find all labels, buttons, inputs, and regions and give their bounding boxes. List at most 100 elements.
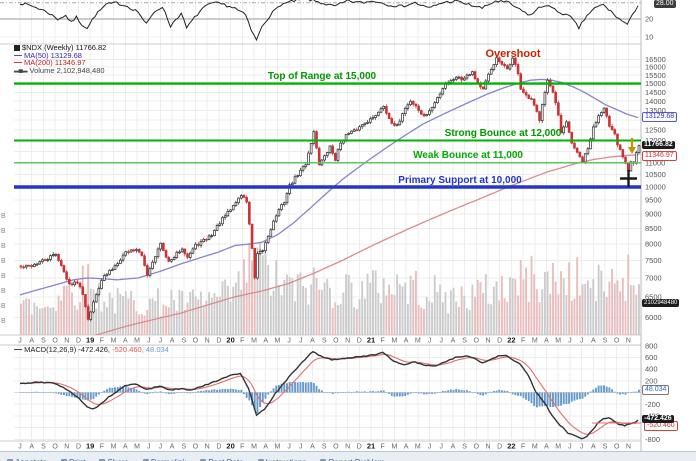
x-axis-label: A (451, 444, 456, 451)
x-axis-label: A (544, 338, 549, 345)
x-axis-label: N (345, 444, 350, 451)
x-axis-label: A (451, 338, 456, 345)
top-indicator-pane (0, 0, 641, 42)
macd-line-icon: — (14, 345, 22, 354)
x-axis-label: A (170, 444, 175, 451)
x-axis-label: F (240, 444, 244, 451)
x-axis-label: J (428, 338, 432, 345)
macd-axis-label: 200 (645, 376, 658, 385)
toolbar-link-share[interactable]: Share (99, 458, 129, 461)
x-axis-label: A (123, 338, 128, 345)
x-axis-label: O (614, 338, 620, 345)
macd-axis-label: 800 (645, 341, 658, 350)
x-axis-label: J (568, 444, 572, 451)
price-pane (14, 55, 641, 335)
x-axis-label: S (181, 444, 186, 451)
legend-volume: Volume 2,102,948,480 (29, 65, 105, 75)
macd-axis-label: 600 (645, 353, 658, 362)
left-axis-partial-label: B (1, 318, 6, 325)
macd-axis-label: -200 (645, 400, 660, 409)
x-axis-label: M (415, 338, 421, 345)
x-axis-label: A (29, 338, 34, 345)
x-axis-label: 20 (226, 442, 234, 451)
x-axis-label: 20 (226, 336, 234, 345)
toolbar-link-annotate[interactable]: Annotate (7, 458, 47, 461)
macd-value-badge: -472.426 (642, 415, 674, 423)
bottom-toolbar: Annotate Print Share Permalink Past Data Inst… (0, 451, 696, 461)
toolbar-link-permalink[interactable]: Permalink (142, 458, 186, 461)
volume-badge: 2102948480 (642, 299, 680, 307)
macd-axis-label: 400 (645, 365, 658, 374)
x-axis-label: S (181, 338, 186, 345)
x-axis-label: A (123, 444, 128, 451)
toolbar-link-past-data[interactable]: Past Data (200, 458, 244, 461)
x-axis-label: N (64, 338, 69, 345)
x-axis-label: M (134, 444, 140, 451)
x-axis-label: A (544, 444, 549, 451)
macd-legend-signal: -520.460, (112, 345, 144, 354)
x-axis-label: F (100, 444, 104, 451)
x-axis-label: A (263, 338, 268, 345)
price-axis-label: 13500 (645, 106, 666, 115)
x-axis-label: J (18, 444, 22, 451)
ma50-line-icon: — (14, 50, 22, 60)
last-price-badge: 11766.82 (642, 141, 675, 149)
legend-symbol: $NDX (Weekly) 11766.82 (22, 43, 107, 52)
x-axis-label: 22 (507, 336, 515, 345)
x-axis-label: A (310, 338, 315, 345)
x-axis-label: A (310, 444, 315, 451)
x-axis-label: O (333, 338, 339, 345)
price-axis-label: 8500 (645, 224, 662, 233)
toolbar-link-report-problem[interactable]: Report Problem (320, 458, 385, 461)
toolbar-link-instructions[interactable]: Instructions (257, 458, 306, 461)
toolbar-link-icon (99, 459, 106, 461)
price-axis-label: 6500 (645, 292, 662, 301)
x-axis-label: M (111, 444, 117, 451)
x-axis-label: J (147, 444, 151, 451)
x-axis-label: N (485, 338, 490, 345)
macd-pane (19, 350, 640, 440)
x-axis-label: J (287, 338, 291, 345)
toolbar-link-icon (7, 459, 13, 461)
price-axis-label: 6000 (645, 313, 662, 322)
top-axis-label: 20 (645, 15, 653, 24)
top-axis-label: 10 (645, 33, 653, 42)
price-axis-label: 14000 (645, 97, 666, 106)
x-axis-label: 19 (86, 336, 94, 345)
price-axis-label: 9000 (645, 210, 662, 219)
x-axis-label: M (415, 444, 421, 451)
candles-series (19, 55, 641, 322)
down-arrow-marker (628, 138, 636, 154)
chart-legend: $NDX (Weekly) 11766.82 — MA(50) 13129.68… (14, 44, 106, 74)
x-axis-label: M (532, 444, 538, 451)
annotation-strong-bounce: Strong Bounce at 12,000 (444, 128, 562, 139)
x-axis-label: J (147, 338, 151, 345)
x-axis-label: M (555, 444, 561, 451)
macd-axis-label: -800 (645, 435, 660, 444)
x-axis-label: N (205, 444, 210, 451)
x-axis-label: D (76, 338, 81, 345)
price-axis-label: 14500 (645, 88, 666, 97)
x-axis-label: M (251, 338, 257, 345)
annotation-primary-support: Primary Support at 10,000 (398, 175, 522, 186)
price-axis-label: 12500 (645, 126, 666, 135)
legend-ma200: MA(200) 11346.97 (24, 58, 86, 68)
toolbar-link-icon (200, 459, 207, 461)
x-axis-label: O (474, 338, 480, 345)
x-axis-label: 22 (507, 442, 515, 451)
x-axis-label: S (462, 338, 467, 345)
toolbar-link-print[interactable]: Print (61, 458, 85, 461)
x-axis-label: A (404, 338, 409, 345)
price-axis-label: 8000 (645, 240, 662, 249)
price-axis-label: 7000 (645, 274, 662, 283)
x-axis-label: M (251, 444, 257, 451)
x-axis-label: N (485, 444, 490, 451)
x-axis-label: M (391, 338, 397, 345)
annotation-overshoot: Overshoot (485, 48, 541, 60)
x-axis-label: N (64, 444, 69, 451)
x-axis-label: N (345, 338, 350, 345)
x-axis-label: M (134, 338, 140, 345)
x-axis-label: D (216, 444, 221, 451)
